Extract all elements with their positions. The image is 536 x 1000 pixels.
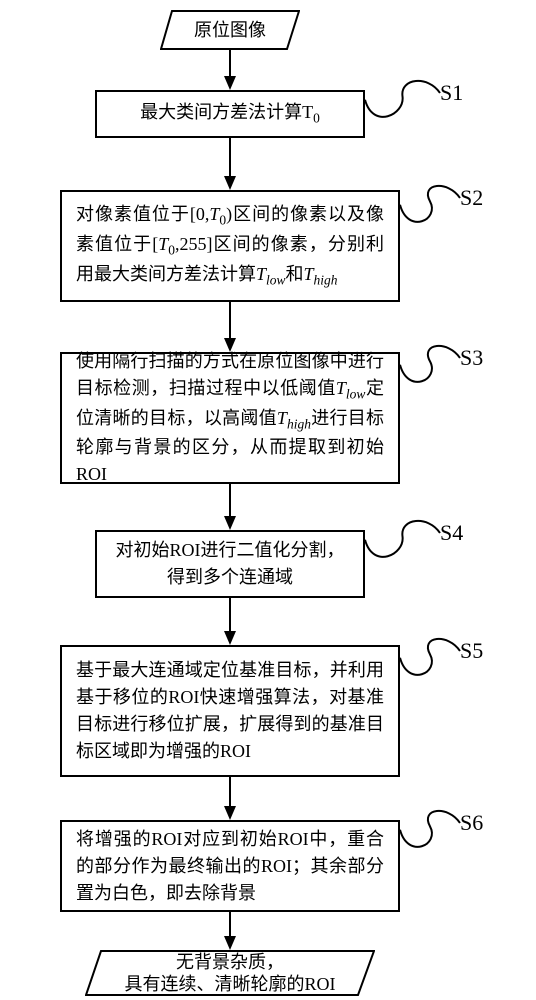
step-label-s4: S4: [440, 520, 463, 546]
flow-arrow: [220, 50, 240, 90]
flow-arrow: [220, 138, 240, 190]
flow-arrow: [220, 302, 240, 352]
node-label: 将增强的ROI对应到初始ROI中，重合的部分作为最终输出的ROI；其余部分置为白…: [76, 826, 384, 907]
node-label: 使用隔行扫描的方式在原位图像中进行目标检测，扫描过程中以低阈值Tlow定位清晰的…: [76, 348, 384, 489]
step-label-s5: S5: [460, 638, 483, 664]
step-label-s1: S1: [440, 80, 463, 106]
node-s1: 最大类间方差法计算T0: [95, 90, 365, 138]
step-label-s2: S2: [460, 185, 483, 211]
node-label: 最大类间方差法计算T0: [140, 99, 320, 129]
flow-arrow: [220, 484, 240, 530]
node-s6: 将增强的ROI对应到初始ROI中，重合的部分作为最终输出的ROI；其余部分置为白…: [60, 820, 400, 912]
node-s4: 对初始ROI进行二值化分割，得到多个连通域: [95, 530, 365, 598]
node-s3: 使用隔行扫描的方式在原位图像中进行目标检测，扫描过程中以低阈值Tlow定位清晰的…: [60, 352, 400, 484]
node-s5: 基于最大连通域定位基准目标，并利用基于移位的ROI快速增强算法，对基准目标进行移…: [60, 645, 400, 777]
step-label-s3: S3: [460, 345, 483, 371]
node-end: 无背景杂质，具有连续、清晰轮廓的ROI: [85, 950, 375, 996]
flow-arrow: [220, 912, 240, 950]
node-label: 无背景杂质，具有连续、清晰轮廓的ROI: [125, 951, 336, 996]
flow-arrow: [220, 598, 240, 645]
flowchart-canvas: 原位图像最大类间方差法计算T0 对像素值位于[0,T0)区间的像素以及像素值位于[…: [0, 0, 536, 1000]
step-label-s6: S6: [460, 810, 483, 836]
node-label: 对像素值位于[0,T0)区间的像素以及像素值位于[T0,255]区间的像素，分别…: [76, 201, 384, 291]
node-label: 对初始ROI进行二值化分割，得到多个连通域: [116, 537, 345, 591]
node-s2: 对像素值位于[0,T0)区间的像素以及像素值位于[T0,255]区间的像素，分别…: [60, 190, 400, 302]
node-start: 原位图像: [160, 10, 300, 50]
flow-arrow: [220, 777, 240, 820]
node-label: 基于最大连通域定位基准目标，并利用基于移位的ROI快速增强算法，对基准目标进行移…: [76, 657, 384, 765]
node-label: 原位图像: [194, 19, 266, 42]
